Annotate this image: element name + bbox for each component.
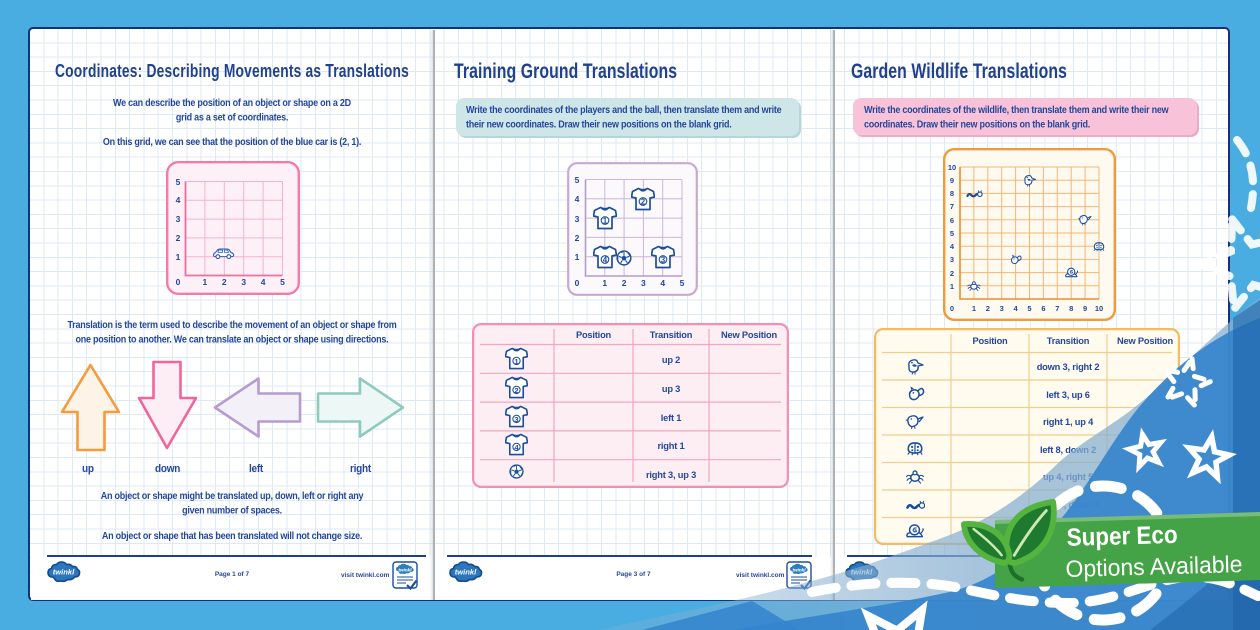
svg-text:up 2: up 2 [662,355,680,365]
svg-text:2: 2 [950,269,954,278]
svg-text:8: 8 [950,189,954,198]
svg-text:5: 5 [950,229,954,238]
svg-text:5: 5 [176,177,181,187]
svg-text:5: 5 [680,278,685,288]
svg-text:up 3: up 3 [662,384,680,394]
svg-text:0: 0 [950,304,954,313]
svg-text:right 3, up 3: right 3, up 3 [646,470,696,480]
svg-text:3: 3 [176,214,181,224]
svg-text:1: 1 [176,252,181,262]
svg-text:4: 4 [575,194,580,204]
svg-text:7: 7 [1055,304,1059,313]
svg-text:1: 1 [575,252,580,262]
svg-text:1: 1 [602,278,607,288]
svg-text:5: 5 [280,277,285,287]
svg-text:2: 2 [575,233,580,243]
svg-text:4: 4 [950,242,955,251]
svg-text:4: 4 [660,278,665,288]
svg-text:2: 2 [222,277,227,287]
svg-text:5: 5 [575,175,580,185]
svg-text:2: 2 [622,278,627,288]
svg-text:New Position: New Position [721,330,777,340]
svg-text:left 8, down 2: left 8, down 2 [1040,445,1096,455]
svg-text:right 1: right 1 [657,441,684,451]
svg-text:left 3, up 6: left 3, up 6 [1046,390,1090,400]
svg-text:3: 3 [241,277,246,287]
svg-text:6: 6 [1041,304,1045,313]
svg-text:left 1: left 1 [661,413,682,423]
svg-text:3: 3 [575,214,580,224]
svg-text:0: 0 [176,277,181,287]
svg-text:2: 2 [986,304,990,313]
svg-text:4: 4 [261,277,266,287]
svg-text:3: 3 [950,255,954,264]
svg-text:10: 10 [1095,304,1103,313]
svg-text:right 1, up 4: right 1, up 4 [1043,417,1094,427]
svg-text:Super Eco: Super Eco [1066,521,1178,552]
svg-text:Options Available: Options Available [1065,551,1243,582]
svg-text:Position: Position [576,330,612,340]
svg-text:1: 1 [950,282,954,291]
svg-text:4: 4 [176,195,181,205]
svg-text:Transition: Transition [1047,336,1090,346]
svg-text:3: 3 [1000,304,1004,313]
svg-text:1: 1 [203,277,208,287]
svg-text:3: 3 [641,278,646,288]
svg-text:9: 9 [1083,304,1087,313]
svg-text:1: 1 [972,304,976,313]
svg-text:4: 4 [1014,304,1019,313]
svg-text:0: 0 [575,278,580,288]
svg-text:5: 5 [1027,304,1031,313]
svg-text:down 3, right 2: down 3, right 2 [1037,362,1100,372]
svg-text:Position: Position [972,336,1008,346]
svg-text:2: 2 [176,233,181,243]
svg-text:9: 9 [950,176,954,185]
svg-text:8: 8 [1069,304,1073,313]
svg-text:New Position: New Position [1117,336,1173,346]
svg-text:10: 10 [948,163,956,172]
svg-text:6: 6 [950,216,954,225]
svg-text:Transition: Transition [650,330,693,340]
svg-text:7: 7 [950,202,954,211]
